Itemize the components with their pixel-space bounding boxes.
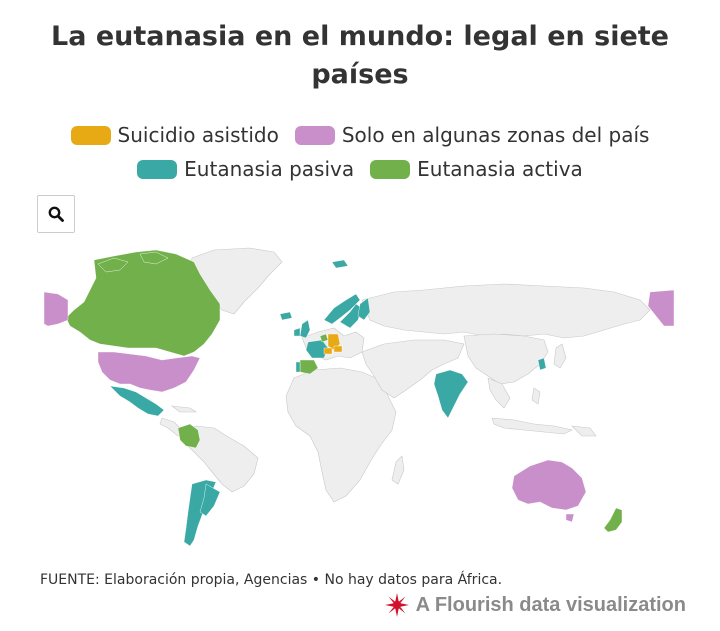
region-canada[interactable] (65, 249, 221, 357)
region-new-zealand[interactable] (603, 507, 623, 533)
flourish-credit-label: A Flourish data visualization (415, 593, 686, 616)
legend-label: Eutanasia activa (417, 157, 583, 181)
country-cuba[interactable] (170, 405, 197, 413)
country-southeast-asia[interactable] (487, 377, 511, 409)
legend-label: Suicidio asistido (117, 123, 279, 147)
region-chukotka[interactable] (647, 289, 675, 327)
legend-swatch (70, 125, 111, 145)
region-austria[interactable] (333, 345, 343, 353)
region-canada-islands-2[interactable] (139, 251, 169, 265)
legend-swatch (294, 125, 335, 145)
region-colombia[interactable] (177, 423, 201, 449)
legend-swatch (137, 159, 178, 179)
region-switzerland[interactable] (323, 347, 333, 355)
region-south-korea[interactable] (537, 357, 547, 371)
flourish-logo-icon (384, 593, 409, 617)
country-russia[interactable] (361, 283, 651, 339)
legend-row-2: Eutanasia pasiva Eutanasia activa (0, 152, 720, 186)
legend-label: Solo en algunas zonas del país (341, 123, 650, 147)
region-india[interactable] (433, 369, 469, 419)
region-norway[interactable] (323, 293, 361, 325)
legend-swatch (370, 159, 411, 179)
flourish-credit-link[interactable]: A Flourish data visualization (384, 592, 686, 618)
region-tasmania[interactable] (565, 513, 575, 523)
region-finland[interactable] (357, 297, 371, 321)
legend-label: Eutanasia pasiva (184, 157, 355, 181)
region-australia[interactable] (511, 459, 587, 511)
region-svalbard[interactable] (331, 259, 349, 269)
legend-row-1: Suicidio asistido Solo en algunas zonas … (0, 118, 720, 152)
country-china[interactable] (463, 333, 549, 385)
region-mexico[interactable] (109, 385, 165, 417)
legend-item-eutanasia-pasiva[interactable]: Eutanasia pasiva (137, 157, 354, 181)
legend-item-eutanasia-activa[interactable]: Eutanasia activa (370, 157, 583, 181)
region-iceland[interactable] (279, 311, 293, 321)
country-africa[interactable] (285, 367, 397, 503)
region-argentina-east[interactable] (199, 483, 221, 517)
source-note: FUENTE: Elaboración propia, Agencias • N… (40, 572, 503, 588)
country-philippines[interactable] (531, 387, 541, 405)
country-middle-east[interactable] (361, 339, 465, 399)
colored-regions (44, 249, 675, 547)
region-uk[interactable] (299, 319, 311, 339)
search-icon (48, 206, 64, 222)
region-alaska[interactable] (44, 291, 69, 327)
country-japan[interactable] (553, 343, 567, 369)
region-usa[interactable] (97, 351, 201, 393)
world-map (44, 247, 675, 547)
country-madagascar[interactable] (391, 455, 405, 485)
country-indonesia[interactable] (491, 417, 573, 435)
page-title: La eutanasia en el mundo: legal en siete… (51, 21, 669, 90)
region-ireland[interactable] (293, 327, 301, 337)
region-canada-islands[interactable] (97, 257, 129, 273)
country-png[interactable] (571, 425, 597, 437)
search-button[interactable] (37, 195, 75, 233)
legend: Suicidio asistido Solo en algunas zonas … (0, 118, 720, 186)
region-portugal[interactable] (295, 361, 301, 373)
base-land (159, 247, 651, 503)
legend-item-algunas-zonas[interactable]: Solo en algunas zonas del país (294, 123, 650, 147)
legend-item-suicidio-asistido[interactable]: Suicidio asistido (70, 123, 279, 147)
